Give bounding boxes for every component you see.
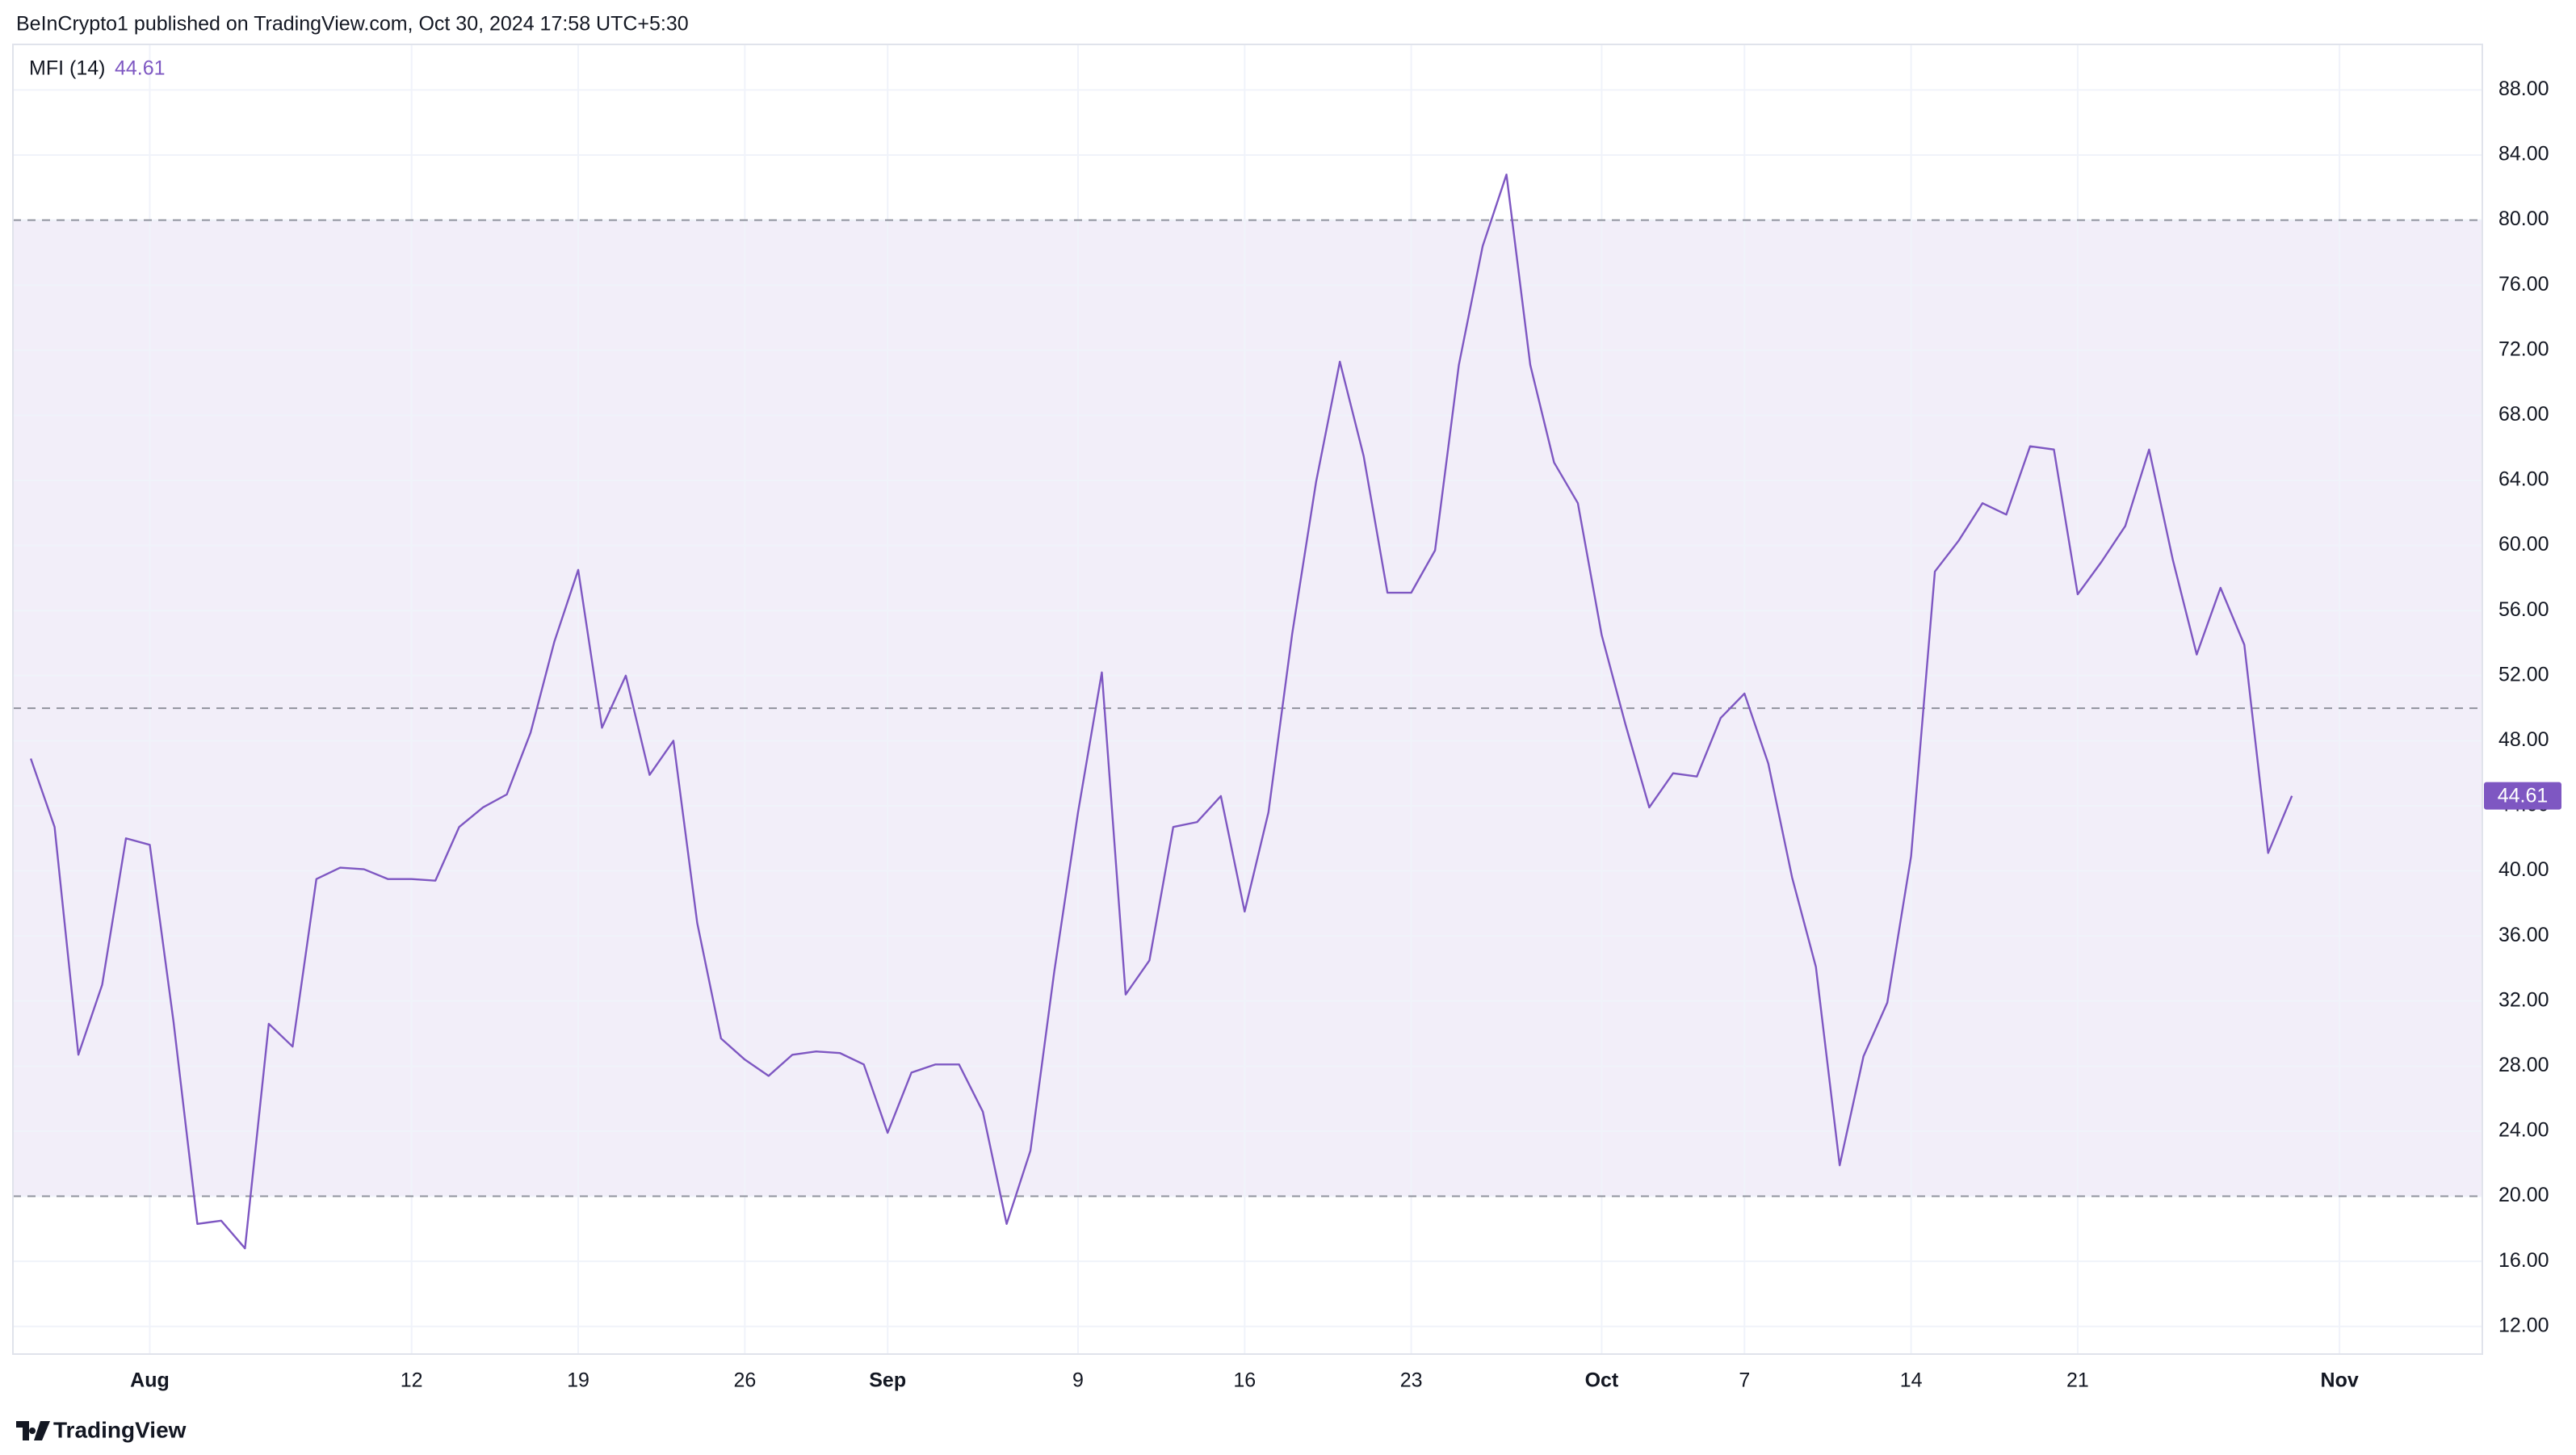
y-tick-label: 36.00 [2498,924,2549,946]
indicator-value: 44.61 [115,57,166,80]
y-tick-label: 80.00 [2498,208,2549,230]
x-tick-label: 9 [1072,1369,1084,1392]
series-line [29,173,2293,1250]
brand-name: TradingView [53,1417,187,1442]
y-tick-label: 48.00 [2498,728,2549,751]
indicator-name: MFI (14) [29,57,105,80]
x-tick-label: 23 [1400,1369,1423,1392]
y-tick-label: 56.00 [2498,598,2549,621]
x-tick-label: Oct [1585,1369,1619,1392]
last-value-tag [2484,782,2561,810]
brand-logo [16,1421,50,1440]
y-tick-label: 84.00 [2498,143,2549,166]
last-value-label: 44.61 [2498,784,2549,807]
publisher-line: BeInCrypto1 published on TradingView.com… [16,13,689,36]
y-tick-label: 76.00 [2498,273,2549,296]
x-tick-label: 16 [1233,1369,1256,1392]
y-tick-label: 52.00 [2498,663,2549,686]
x-tick-label: 14 [1900,1369,1923,1392]
x-tick-label: Aug [130,1369,170,1392]
x-tick-label: 12 [401,1369,423,1392]
y-tick-label: 24.00 [2498,1119,2549,1142]
y-tick-label: 40.00 [2498,858,2549,881]
y-tick-label: 28.00 [2498,1054,2549,1076]
x-tick-label: 7 [1739,1369,1750,1392]
y-tick-label: 12.00 [2498,1314,2549,1336]
y-tick-label: 16.00 [2498,1249,2549,1272]
y-tick-label: 20.00 [2498,1184,2549,1206]
x-tick-label: 26 [733,1369,756,1392]
y-tick-label: 64.00 [2498,468,2549,491]
x-tick-label: 21 [2066,1369,2089,1392]
plot-area [13,44,2482,1354]
y-tick-label: 88.00 [2498,78,2549,100]
x-tick-label: Nov [2321,1369,2359,1392]
x-tick-label: 19 [567,1369,589,1392]
y-tick-label: 60.00 [2498,533,2549,556]
x-tick-label: Sep [869,1369,906,1392]
y-tick-label: 32.00 [2498,988,2549,1011]
y-tick-label: 68.00 [2498,403,2549,426]
y-tick-label: 72.00 [2498,338,2549,360]
plot-frame [12,44,2483,1355]
